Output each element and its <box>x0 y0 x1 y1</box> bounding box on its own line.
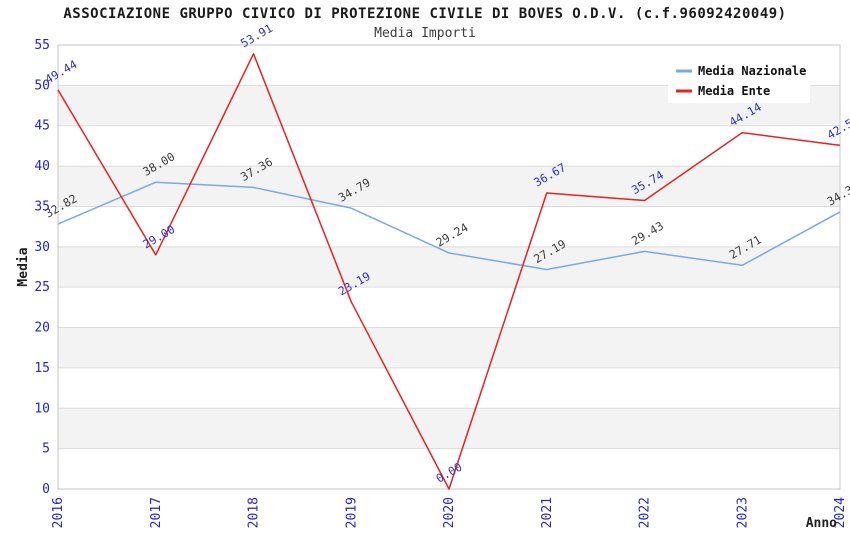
band <box>58 408 840 449</box>
band <box>58 166 840 207</box>
x-tick-label-2021: 2021 <box>540 497 555 528</box>
y-tick-label: 55 <box>34 38 50 53</box>
series-lines <box>57 53 841 490</box>
legend-label-media-nazionale: Media Nazionale <box>698 64 806 78</box>
series-line-media-nazionale <box>57 181 841 271</box>
x-tick-label-2016: 2016 <box>51 497 66 528</box>
legend: Media Nazionale Media Ente <box>668 55 810 103</box>
value-label-media-nazionale-2022: 29.43 <box>629 219 666 248</box>
y-tick-label: 20 <box>34 321 50 336</box>
chart-title: ASSOCIAZIONE GRUPPO CIVICO DI PROTEZIONE… <box>63 6 787 22</box>
x-tick-label-2024: 2024 <box>833 497 848 528</box>
x-axis-ticks: 2016 2017 2018 2019 2020 2021 2022 2023 2024 <box>51 497 848 528</box>
x-tick-label-2018: 2018 <box>247 497 262 528</box>
y-tick-label: 25 <box>34 280 50 295</box>
x-tick-label-2023: 2023 <box>735 497 750 528</box>
y-tick-label: 50 <box>34 78 50 93</box>
x-tick-label-2019: 2019 <box>344 497 359 528</box>
y-axis-ticks: 0 5 10 15 20 25 30 35 40 45 50 55 <box>34 38 50 497</box>
band <box>58 327 840 368</box>
chart-subtitle: Media Importi <box>374 26 476 41</box>
legend-label-media-ente: Media Ente <box>698 84 770 98</box>
y-axis-title: Media <box>16 247 31 286</box>
y-tick-label: 35 <box>34 199 50 214</box>
y-tick-label: 45 <box>34 119 50 134</box>
x-tick-label-2017: 2017 <box>149 497 164 528</box>
y-tick-label: 40 <box>34 159 50 174</box>
legend-box <box>668 55 810 103</box>
axis-titles: Media Anno <box>16 247 837 531</box>
value-label-media-nazionale-2020: 29.24 <box>434 220 471 249</box>
y-tick-label: 0 <box>42 482 50 497</box>
value-label-media-ente-2020: 0.00 <box>434 460 465 486</box>
y-tick-label: 15 <box>34 361 50 376</box>
y-tick-label: 5 <box>42 442 50 457</box>
x-tick-label-2020: 2020 <box>442 497 457 528</box>
y-tick-label: 10 <box>34 401 50 416</box>
value-label-media-ente-2018: 53.91 <box>238 21 275 50</box>
x-tick-label-2022: 2022 <box>638 497 653 528</box>
series-line-media-ente <box>57 53 841 490</box>
y-tick-label: 30 <box>34 240 50 255</box>
background-bands <box>58 85 840 449</box>
x-axis-title: Anno <box>806 516 837 531</box>
